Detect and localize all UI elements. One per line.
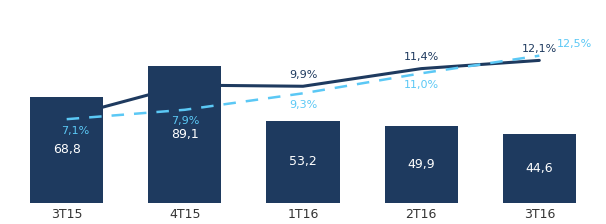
Text: 12,5%: 12,5% — [557, 39, 592, 49]
Text: 68,8: 68,8 — [53, 143, 81, 156]
Text: 9,3%: 9,3% — [289, 100, 317, 110]
Text: 12,1%: 12,1% — [522, 44, 557, 54]
Text: 7,1%: 7,1% — [61, 126, 89, 136]
Text: 11,0%: 11,0% — [404, 80, 439, 90]
Text: 11,4%: 11,4% — [404, 52, 439, 62]
Bar — [385, 126, 458, 203]
Text: 44,6: 44,6 — [525, 162, 553, 175]
Text: 49,9: 49,9 — [407, 158, 435, 171]
Text: 89,1: 89,1 — [171, 128, 199, 141]
Text: 9,9%: 9,9% — [289, 70, 317, 80]
Text: 7,3%: 7,3% — [61, 100, 89, 110]
Bar — [30, 97, 104, 203]
Text: 53,2: 53,2 — [289, 155, 317, 168]
Text: 10,0%: 10,0% — [167, 69, 202, 79]
Bar — [502, 134, 576, 203]
Text: 7,9%: 7,9% — [171, 116, 199, 126]
Bar — [148, 66, 221, 203]
Bar — [267, 121, 339, 203]
